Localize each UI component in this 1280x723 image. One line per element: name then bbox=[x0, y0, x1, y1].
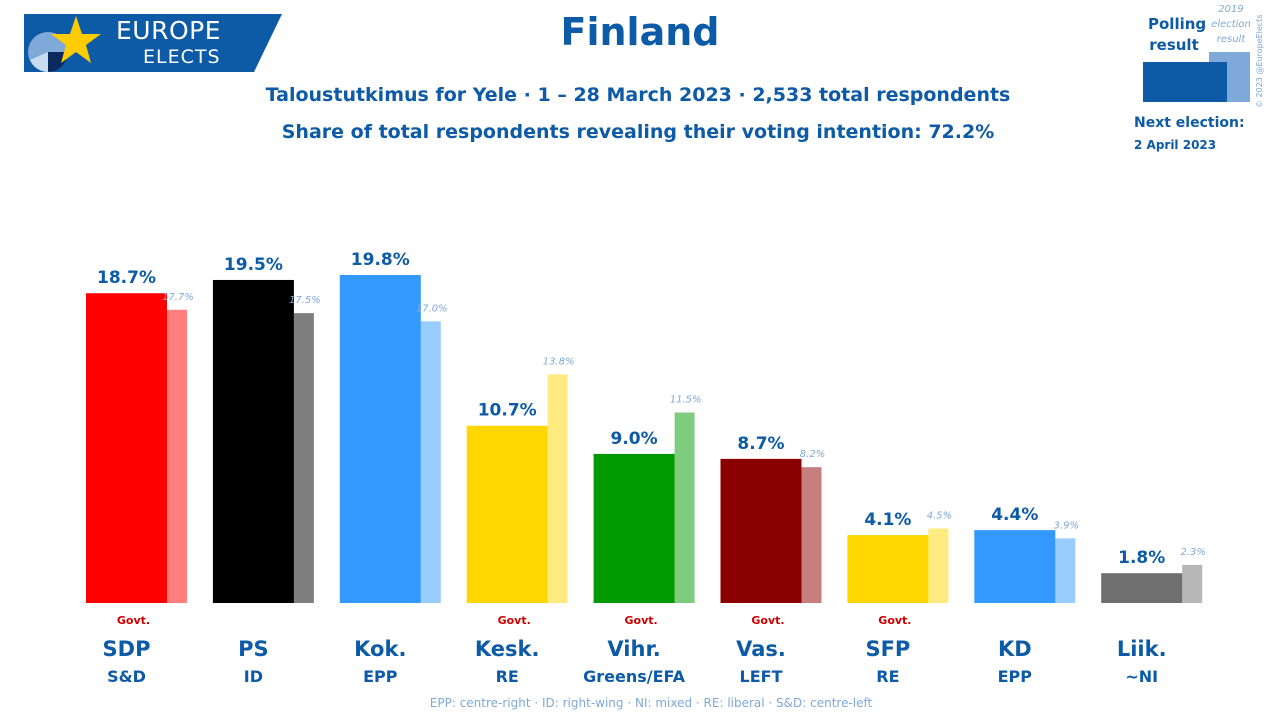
party-name-ps: PS bbox=[238, 637, 269, 661]
bar-poll-kok bbox=[339, 275, 421, 603]
bar-poll-kd bbox=[974, 530, 1056, 603]
bar-previous-kok bbox=[420, 321, 441, 603]
poll-label-liik: 1.8% bbox=[1118, 548, 1165, 568]
previous-label-sfp: 4.5% bbox=[927, 510, 952, 521]
poll-label-vas: 8.7% bbox=[737, 434, 784, 454]
bar-previous-kd bbox=[1055, 538, 1076, 603]
party-name-kesk: Kesk. bbox=[475, 637, 540, 661]
poll-label-ps: 19.5% bbox=[224, 255, 283, 275]
bar-poll-sdp bbox=[86, 293, 167, 603]
logo-text-europe: EUROPE bbox=[116, 16, 222, 45]
previous-label-ps: 17.5% bbox=[289, 295, 321, 306]
poll-label-sfp: 4.1% bbox=[864, 510, 911, 530]
party-group-ps: ID bbox=[244, 667, 263, 686]
poll-label-vihr: 9.0% bbox=[611, 429, 658, 449]
party-name-vihr: Vihr. bbox=[607, 637, 660, 661]
party-group-kd: EPP bbox=[998, 667, 1033, 686]
legend-polling-swatch bbox=[1143, 62, 1227, 102]
bar-poll-vihr bbox=[593, 453, 675, 603]
legend-polling-label: Polling result bbox=[1148, 15, 1207, 54]
group-legend-footer: EPP: centre-right · ID: right-wing · NI:… bbox=[429, 696, 873, 710]
legend-previous-label: 2019 election result bbox=[1211, 4, 1251, 45]
bar-previous-vihr bbox=[674, 412, 695, 603]
bar-poll-vas bbox=[720, 458, 802, 603]
next-election-date: 2 April 2023 bbox=[1134, 138, 1217, 152]
chart-title: Finland bbox=[560, 10, 720, 54]
bar-poll-sfp bbox=[847, 535, 929, 603]
bar-previous-ps bbox=[293, 313, 314, 603]
logo-text-elects: ELECTS bbox=[143, 46, 221, 68]
poll-label-kesk: 10.7% bbox=[478, 401, 537, 421]
previous-label-vihr: 11.5% bbox=[670, 394, 702, 405]
bar-previous-kesk bbox=[547, 374, 568, 603]
govt-marker-sdp: Govt. bbox=[117, 614, 150, 627]
bar-previous-vas bbox=[801, 467, 822, 603]
poll-label-kok: 19.8% bbox=[351, 250, 410, 270]
party-group-kesk: RE bbox=[496, 667, 519, 686]
party-name-sdp: SDP bbox=[103, 637, 151, 661]
respondent-share-subtitle: Share of total respondents revealing the… bbox=[281, 121, 995, 143]
next-election-label: Next election: bbox=[1134, 115, 1245, 131]
party-name-vas: Vas. bbox=[736, 637, 786, 661]
party-name-liik: Liik. bbox=[1117, 637, 1167, 661]
govt-marker-vas: Govt. bbox=[751, 614, 784, 627]
party-group-sdp: S&D bbox=[107, 667, 146, 686]
bar-previous-sdp bbox=[167, 309, 187, 603]
party-group-vihr: Greens/EFA bbox=[583, 667, 686, 686]
previous-label-sdp: 17.7% bbox=[162, 292, 194, 303]
poll-source-subtitle: Taloustutkimus for Yele · 1 – 28 March 2… bbox=[265, 84, 1011, 106]
previous-label-liik: 2.3% bbox=[1180, 547, 1205, 558]
previous-label-kok: 17.0% bbox=[416, 303, 448, 314]
party-group-kok: EPP bbox=[363, 667, 398, 686]
govt-marker-sfp: Govt. bbox=[878, 614, 911, 627]
govt-marker-vihr: Govt. bbox=[624, 614, 657, 627]
bar-previous-liik bbox=[1182, 564, 1203, 603]
govt-marker-kesk: Govt. bbox=[498, 614, 531, 627]
previous-label-kesk: 13.8% bbox=[543, 356, 575, 367]
bar-previous-sfp bbox=[928, 528, 949, 603]
party-name-sfp: SFP bbox=[865, 637, 910, 661]
party-name-kok: Kok. bbox=[354, 637, 406, 661]
party-group-sfp: RE bbox=[876, 667, 899, 686]
bar-poll-ps bbox=[212, 279, 294, 603]
next-election-info: Next election: 2 April 2023 bbox=[1134, 112, 1245, 156]
previous-label-kd: 3.9% bbox=[1054, 520, 1079, 531]
party-group-liik: ~NI bbox=[1125, 667, 1158, 686]
poll-label-kd: 4.4% bbox=[991, 505, 1038, 525]
party-group-vas: LEFT bbox=[740, 667, 783, 686]
poll-label-sdp: 18.7% bbox=[97, 268, 156, 288]
previous-label-vas: 8.2% bbox=[800, 449, 825, 460]
bar-poll-liik bbox=[1101, 573, 1183, 603]
bar-poll-kesk bbox=[466, 425, 548, 603]
europe-elects-logo bbox=[24, 14, 282, 72]
party-name-kd: KD bbox=[998, 637, 1032, 661]
